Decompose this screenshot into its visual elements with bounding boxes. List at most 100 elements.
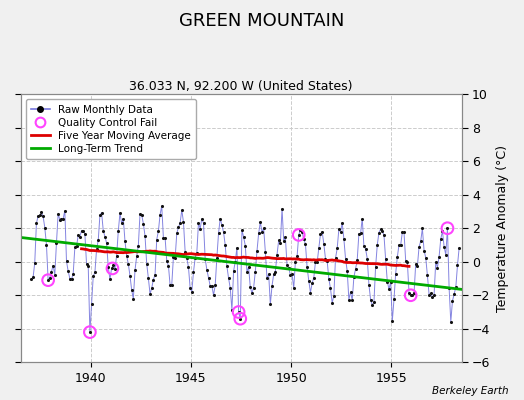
Point: [191, 255, 199, 261]
Point: [193, 250, 201, 256]
Point: [316, 231, 325, 237]
Point: [298, 228, 307, 235]
Point: [430, 292, 438, 298]
Point: [62, 258, 71, 265]
Point: [94, 237, 102, 244]
Point: [423, 272, 432, 279]
Point: [32, 220, 41, 226]
Point: [417, 238, 425, 244]
Point: [258, 229, 266, 235]
Point: [67, 276, 75, 282]
Point: [182, 255, 191, 262]
Point: [104, 264, 113, 270]
Point: [233, 244, 241, 251]
Point: [75, 233, 84, 240]
Point: [366, 296, 375, 303]
Point: [231, 258, 239, 265]
Point: [443, 225, 452, 232]
Point: [236, 316, 245, 322]
Point: [238, 227, 246, 233]
Point: [101, 233, 109, 240]
Point: [411, 261, 420, 267]
Point: [432, 258, 440, 265]
Point: [435, 254, 443, 260]
Point: [72, 243, 81, 249]
Point: [313, 259, 321, 266]
Point: [273, 251, 281, 258]
Point: [263, 275, 271, 282]
Point: [346, 289, 355, 295]
Point: [84, 263, 92, 269]
Point: [186, 285, 194, 291]
Point: [42, 241, 51, 248]
Point: [279, 238, 288, 244]
Point: [154, 228, 162, 234]
Point: [236, 316, 245, 322]
Point: [194, 220, 203, 226]
Point: [129, 296, 137, 302]
Point: [266, 301, 275, 307]
Point: [408, 292, 417, 298]
Point: [52, 239, 61, 246]
Point: [97, 210, 106, 216]
Point: [243, 268, 251, 275]
Point: [413, 263, 422, 269]
Point: [30, 260, 39, 266]
Point: [390, 296, 398, 303]
Point: [433, 264, 442, 271]
Point: [403, 258, 411, 265]
Point: [365, 282, 373, 288]
Point: [283, 262, 291, 268]
Point: [306, 289, 314, 296]
Point: [331, 255, 340, 261]
Point: [294, 232, 303, 238]
Point: [37, 209, 46, 215]
Point: [136, 210, 144, 217]
Point: [117, 220, 126, 226]
Point: [450, 291, 458, 297]
Point: [210, 292, 218, 298]
Point: [27, 276, 36, 282]
Point: [239, 234, 248, 240]
Point: [388, 318, 397, 324]
Point: [318, 228, 326, 235]
Point: [230, 268, 238, 274]
Point: [123, 253, 131, 259]
Point: [398, 229, 407, 235]
Point: [328, 300, 336, 306]
Point: [278, 205, 286, 212]
Point: [259, 225, 268, 231]
Point: [326, 285, 335, 292]
Point: [308, 280, 316, 286]
Point: [196, 226, 204, 232]
Point: [261, 248, 269, 255]
Point: [407, 292, 415, 298]
Point: [221, 242, 230, 248]
Point: [201, 256, 210, 262]
Point: [40, 224, 49, 231]
Point: [114, 228, 123, 234]
Point: [88, 301, 96, 308]
Point: [303, 264, 311, 270]
Point: [216, 215, 224, 222]
Point: [255, 230, 263, 237]
Point: [199, 220, 208, 226]
Point: [325, 276, 333, 282]
Point: [119, 216, 127, 222]
Point: [291, 258, 300, 265]
Point: [356, 230, 365, 236]
Point: [448, 298, 456, 304]
Text: Berkeley Earth: Berkeley Earth: [432, 386, 508, 396]
Point: [64, 268, 72, 274]
Point: [421, 254, 430, 261]
Point: [146, 291, 154, 297]
Point: [203, 266, 211, 273]
Point: [184, 264, 193, 270]
Point: [92, 246, 101, 252]
Point: [376, 226, 385, 232]
Point: [296, 226, 304, 233]
Point: [161, 234, 169, 241]
Point: [352, 266, 360, 272]
Point: [109, 262, 117, 268]
Point: [152, 236, 161, 243]
